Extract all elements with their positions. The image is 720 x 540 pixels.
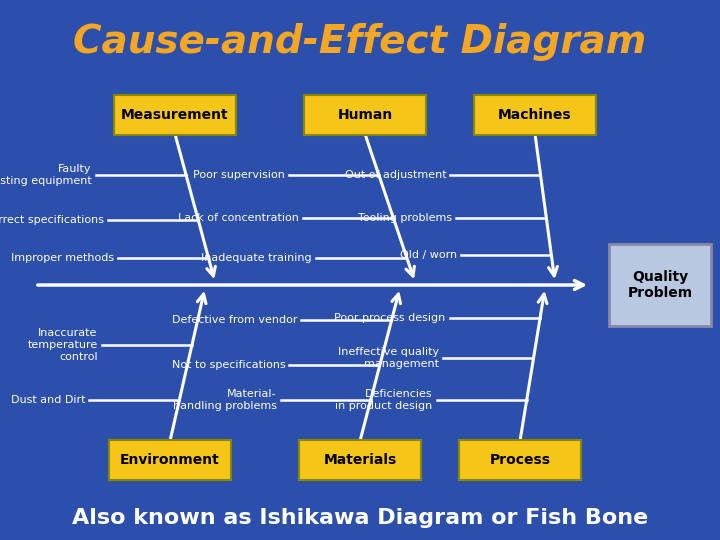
FancyBboxPatch shape — [459, 440, 581, 480]
Text: Inadequate training: Inadequate training — [202, 253, 312, 263]
Text: Faulty
testing equipment: Faulty testing equipment — [0, 164, 92, 186]
FancyBboxPatch shape — [114, 95, 236, 135]
Text: Environment: Environment — [120, 453, 220, 467]
Text: Not to specifications: Not to specifications — [172, 360, 286, 370]
Text: Materials: Materials — [323, 453, 397, 467]
Text: Deficiencies
in product design: Deficiencies in product design — [336, 389, 433, 411]
Text: Also known as Ishikawa Diagram or Fish Bone: Also known as Ishikawa Diagram or Fish B… — [72, 508, 648, 528]
Text: Defective from vendor: Defective from vendor — [171, 315, 297, 325]
Text: Cause-and-Effect Diagram: Cause-and-Effect Diagram — [73, 23, 647, 61]
Text: Dust and Dirt: Dust and Dirt — [11, 395, 85, 405]
Text: Process: Process — [490, 453, 551, 467]
FancyBboxPatch shape — [109, 440, 231, 480]
Text: Inaccurate
temperature
control: Inaccurate temperature control — [27, 328, 97, 362]
Text: Improper methods: Improper methods — [11, 253, 114, 263]
Text: Material-
handling problems: Material- handling problems — [173, 389, 276, 411]
Text: Human: Human — [338, 108, 392, 122]
Text: Poor process design: Poor process design — [335, 313, 446, 323]
Text: Old / worn: Old / worn — [400, 250, 457, 260]
FancyBboxPatch shape — [299, 440, 421, 480]
FancyBboxPatch shape — [609, 244, 711, 326]
Text: Measurement: Measurement — [121, 108, 229, 122]
Text: Incorrect specifications: Incorrect specifications — [0, 215, 104, 225]
Text: Ineffective quality
management: Ineffective quality management — [338, 347, 439, 369]
FancyBboxPatch shape — [474, 95, 596, 135]
Text: Quality
Problem: Quality Problem — [627, 270, 693, 300]
Text: Out of adjustment: Out of adjustment — [345, 170, 446, 180]
Text: Machines: Machines — [498, 108, 572, 122]
Text: Poor supervision: Poor supervision — [193, 170, 284, 180]
Text: Tooling problems: Tooling problems — [358, 213, 452, 223]
FancyBboxPatch shape — [304, 95, 426, 135]
Text: Lack of concentration: Lack of concentration — [178, 213, 299, 223]
